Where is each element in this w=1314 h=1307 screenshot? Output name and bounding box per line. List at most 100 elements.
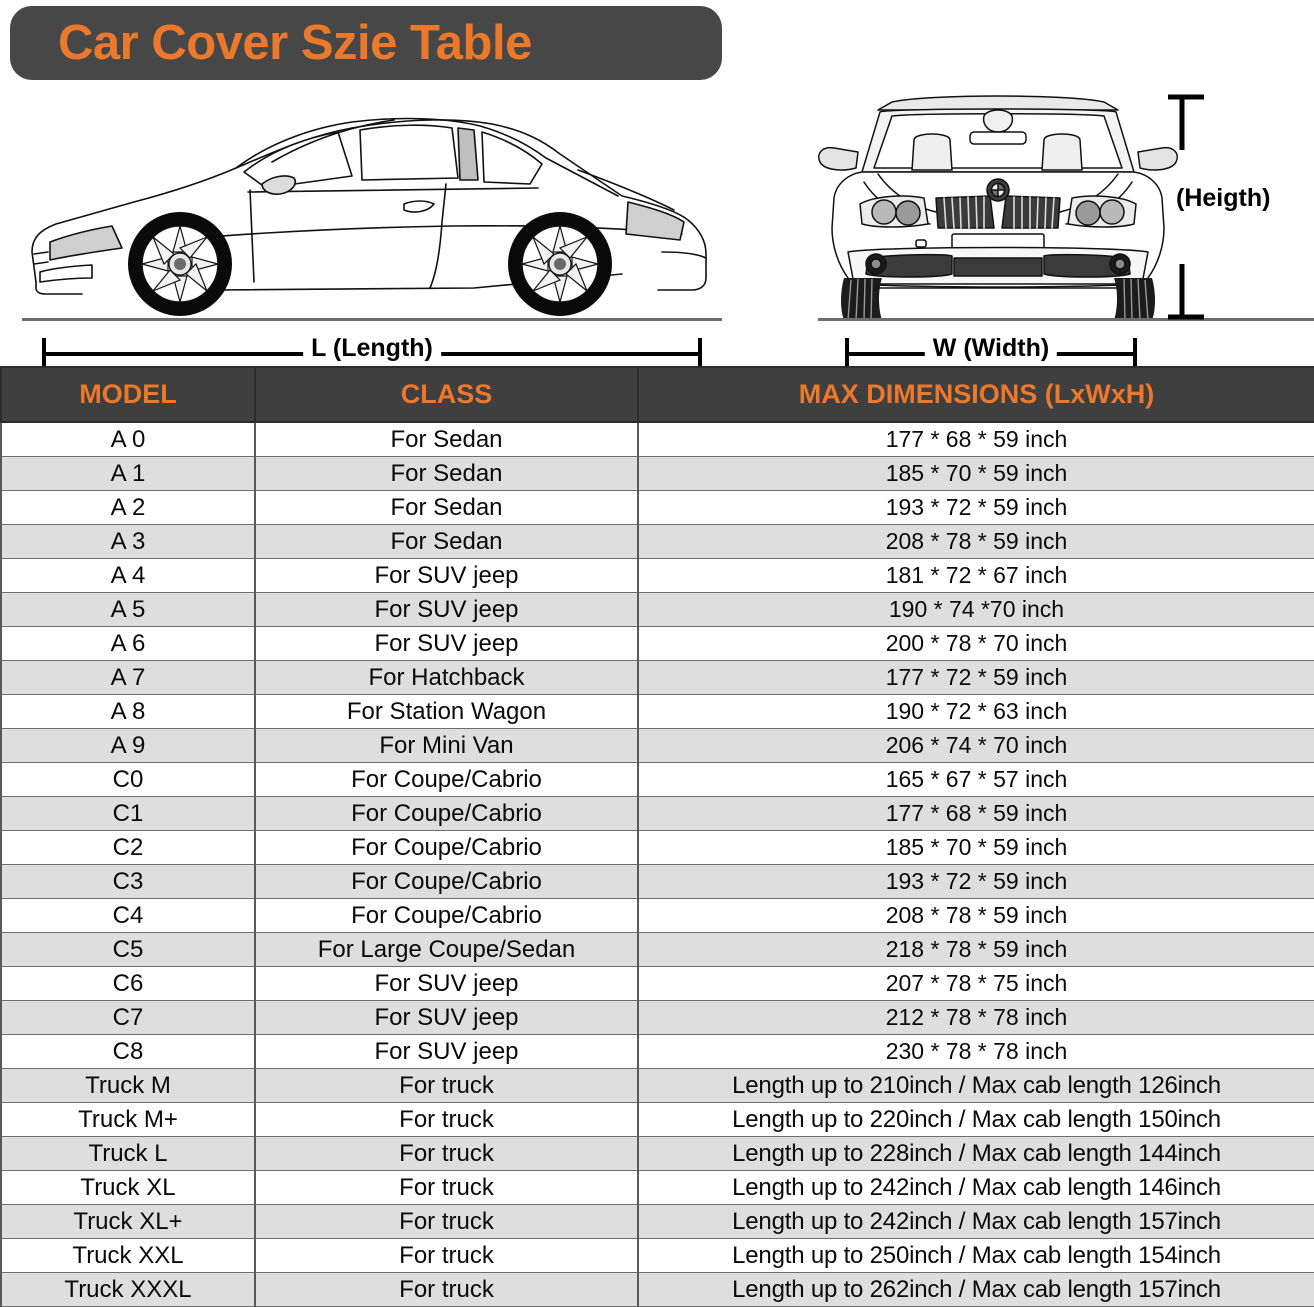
table-body: A 0 For Sedan 177 * 68 * 59 inch A 1 For Sed… [0, 421, 1314, 1307]
table-row: C7 For SUV jeep 212 * 78 * 78 inch [0, 1000, 1314, 1035]
cell-model: A 9 [0, 728, 256, 763]
table-row: A 5 For SUV jeep 190 * 74 *70 inch [0, 592, 1314, 627]
table-row: A 8 For Station Wagon 190 * 72 * 63 inch [0, 694, 1314, 729]
cell-dimensions: 165 * 67 * 57 inch [637, 762, 1314, 797]
cell-model: C1 [0, 796, 256, 831]
cell-dimensions: 230 * 78 * 78 inch [637, 1034, 1314, 1069]
cell-dimensions: 193 * 72 * 59 inch [637, 864, 1314, 899]
cell-model: Truck XXXL [0, 1272, 256, 1307]
cell-class: For Coupe/Cabrio [254, 796, 639, 831]
cell-model: C2 [0, 830, 256, 865]
cell-dimensions: 181 * 72 * 67 inch [637, 558, 1314, 593]
cell-dimensions: 212 * 78 * 78 inch [637, 1000, 1314, 1035]
cell-dimensions: 185 * 70 * 59 inch [637, 830, 1314, 865]
cell-model: C4 [0, 898, 256, 933]
cell-dimensions: Length up to 220inch / Max cab length 15… [637, 1102, 1314, 1137]
table-row: C6 For SUV jeep 207 * 78 * 75 inch [0, 966, 1314, 1001]
table-row: C8 For SUV jeep 230 * 78 * 78 inch [0, 1034, 1314, 1069]
cell-dimensions: Length up to 242inch / Max cab length 14… [637, 1170, 1314, 1205]
cell-dimensions: 208 * 78 * 59 inch [637, 524, 1314, 559]
table-row: Truck XL+ For truck Length up to 242inch /… [0, 1204, 1314, 1239]
table-row: Truck M For truck Length up to 210inch / M… [0, 1068, 1314, 1103]
table-row: Truck XXL For truck Length up to 250inch /… [0, 1238, 1314, 1273]
table-row: C5 For Large Coupe/Sedan 218 * 78 * 59 inc… [0, 932, 1314, 967]
cell-model: A 0 [0, 421, 256, 457]
table-row: Truck L For truck Length up to 228inch / M… [0, 1136, 1314, 1171]
column-header-model: MODEL [0, 366, 256, 423]
table-row: Truck XL For truck Length up to 242inch / … [0, 1170, 1314, 1205]
cell-model: A 4 [0, 558, 256, 593]
cell-class: For Large Coupe/Sedan [254, 932, 639, 967]
length-label: L (Length) [303, 334, 441, 363]
cell-model: Truck XXL [0, 1238, 256, 1273]
cell-class: For SUV jeep [254, 558, 639, 593]
cell-model: Truck L [0, 1136, 256, 1171]
height-label: (Heigth) [1176, 184, 1271, 212]
cell-dimensions: Length up to 210inch / Max cab length 12… [637, 1068, 1314, 1103]
table-row: A 1 For Sedan 185 * 70 * 59 inch [0, 456, 1314, 491]
cell-class: For truck [254, 1102, 639, 1137]
cell-dimensions: 207 * 78 * 75 inch [637, 966, 1314, 1001]
cell-model: Truck XL+ [0, 1204, 256, 1239]
cell-class: For Sedan [254, 490, 639, 525]
cell-class: For Coupe/Cabrio [254, 830, 639, 865]
cell-class: For truck [254, 1238, 639, 1273]
cell-dimensions: 190 * 72 * 63 inch [637, 694, 1314, 729]
cell-model: A 5 [0, 592, 256, 627]
cell-model: A 3 [0, 524, 256, 559]
table-row: C2 For Coupe/Cabrio 185 * 70 * 59 inch [0, 830, 1314, 865]
cell-dimensions: 177 * 68 * 59 inch [637, 796, 1314, 831]
table-row: C4 For Coupe/Cabrio 208 * 78 * 59 inch [0, 898, 1314, 933]
width-label: W (Width) [924, 334, 1058, 363]
cell-dimensions: Length up to 262inch / Max cab length 15… [637, 1272, 1314, 1307]
cell-model: A 2 [0, 490, 256, 525]
table-row: A 3 For Sedan 208 * 78 * 59 inch [0, 524, 1314, 559]
cell-dimensions: 208 * 78 * 59 inch [637, 898, 1314, 933]
cell-model: A 1 [0, 456, 256, 491]
table-row: C3 For Coupe/Cabrio 193 * 72 * 59 inch [0, 864, 1314, 899]
cell-class: For SUV jeep [254, 626, 639, 661]
table-row: A 7 For Hatchback 177 * 72 * 59 inch [0, 660, 1314, 695]
cell-model: Truck M [0, 1068, 256, 1103]
table-row: Truck XXXL For truck Length up to 262inch … [0, 1272, 1314, 1307]
height-dimension: (Heigth) [1160, 92, 1310, 322]
cell-class: For SUV jeep [254, 1034, 639, 1069]
table-row: A 0 For Sedan 177 * 68 * 59 inch [0, 421, 1314, 457]
cell-model: A 7 [0, 660, 256, 695]
cell-model: A 6 [0, 626, 256, 661]
cell-class: For Coupe/Cabrio [254, 864, 639, 899]
cell-dimensions: 190 * 74 *70 inch [637, 592, 1314, 627]
title-banner: Car Cover Szie Table [10, 6, 722, 80]
cell-dimensions: 177 * 72 * 59 inch [637, 660, 1314, 695]
cell-class: For SUV jeep [254, 1000, 639, 1035]
car-front-view-icon [818, 95, 1178, 320]
cell-class: For Mini Van [254, 728, 639, 763]
cell-dimensions: 218 * 78 * 59 inch [637, 932, 1314, 967]
cell-model: Truck M+ [0, 1102, 256, 1137]
cell-model: Truck XL [0, 1170, 256, 1205]
table-row: Truck M+ For truck Length up to 220inch / … [0, 1102, 1314, 1137]
cell-dimensions: Length up to 250inch / Max cab length 15… [637, 1238, 1314, 1273]
cell-class: For truck [254, 1204, 639, 1239]
vehicle-diagram: L (Length) W (Width) (Heigth) [0, 84, 1314, 370]
cell-model: C8 [0, 1034, 256, 1069]
cell-model: C5 [0, 932, 256, 967]
cell-class: For SUV jeep [254, 592, 639, 627]
cell-class: For Coupe/Cabrio [254, 898, 639, 933]
cell-class: For truck [254, 1068, 639, 1103]
width-dimension: W (Width) [845, 334, 1137, 374]
cell-model: C7 [0, 1000, 256, 1035]
cell-class: For Hatchback [254, 660, 639, 695]
cell-class: For truck [254, 1272, 639, 1307]
cell-dimensions: Length up to 242inch / Max cab length 15… [637, 1204, 1314, 1239]
ground-line-front [818, 318, 1314, 321]
table-row: C0 For Coupe/Cabrio 165 * 67 * 57 inch [0, 762, 1314, 797]
cell-class: For truck [254, 1136, 639, 1171]
table-row: A 6 For SUV jeep 200 * 78 * 70 inch [0, 626, 1314, 661]
cell-class: For Station Wagon [254, 694, 639, 729]
column-header-dimensions: MAX DIMENSIONS (LxWxH) [637, 366, 1314, 423]
table-header-row: MODEL CLASS MAX DIMENSIONS (LxWxH) [0, 366, 1314, 423]
table-row: C1 For Coupe/Cabrio 177 * 68 * 59 inch [0, 796, 1314, 831]
car-cover-size-table: MODEL CLASS MAX DIMENSIONS (LxWxH) A 0 Fo… [0, 366, 1314, 1307]
cell-model: C6 [0, 966, 256, 1001]
